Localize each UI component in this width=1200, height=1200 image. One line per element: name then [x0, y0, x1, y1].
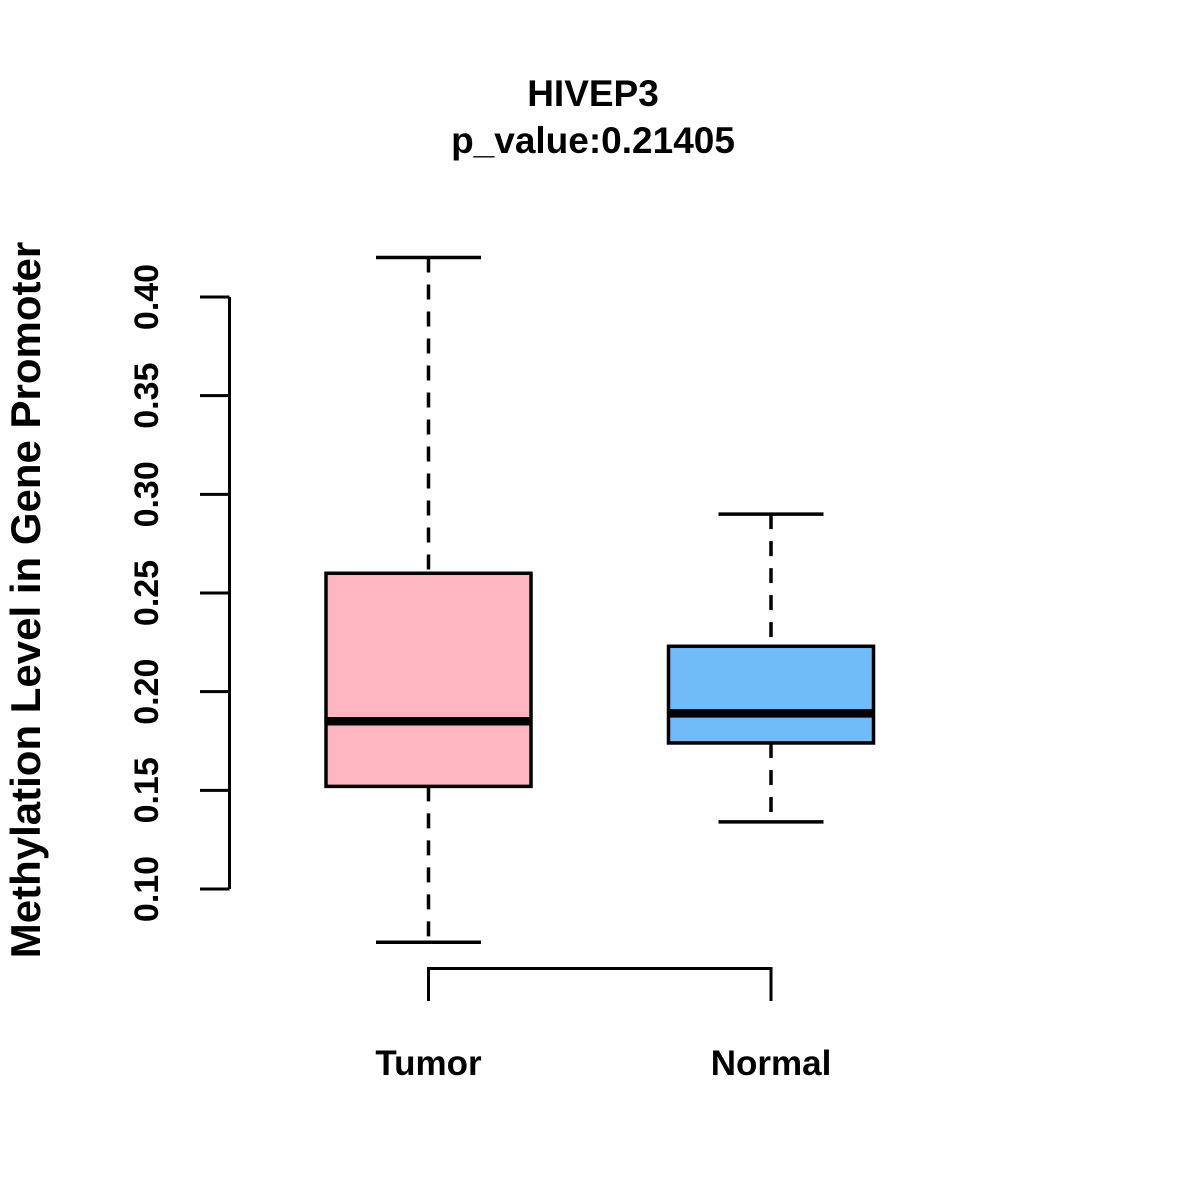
y-tick-label: 0.40: [128, 264, 166, 330]
tumor-box-group: [324, 255, 533, 945]
x-category-label-normal: Normal: [711, 1044, 832, 1083]
y-tick-label: 0.35: [128, 363, 166, 429]
x-axis-bracket-line: [427, 967, 773, 1001]
y-tick-label: 0.10: [128, 856, 166, 922]
chart-title: HIVEP3: [527, 73, 659, 114]
x-axis-bracket: [427, 967, 773, 1001]
y-axis: 0.10 0.15 0.20 0.25 0.30 0.35 0.40: [128, 264, 231, 922]
tumor-iqr-box: [324, 571, 533, 789]
x-axis-labels: Tumor Normal: [375, 1044, 831, 1083]
box-series: [324, 255, 876, 945]
y-tick-label: 0.30: [128, 461, 166, 527]
x-category-label-tumor: Tumor: [375, 1044, 482, 1083]
y-axis-title: Methylation Level in Gene Promoter: [2, 242, 49, 958]
y-tick-label: 0.25: [128, 560, 166, 626]
y-tick-label: 0.20: [128, 659, 166, 725]
normal-iqr-box: [666, 644, 876, 745]
y-tick-label: 0.15: [128, 757, 166, 823]
chart-subtitle: p_value:0.21405: [451, 120, 735, 161]
normal-box-group: [666, 512, 876, 824]
